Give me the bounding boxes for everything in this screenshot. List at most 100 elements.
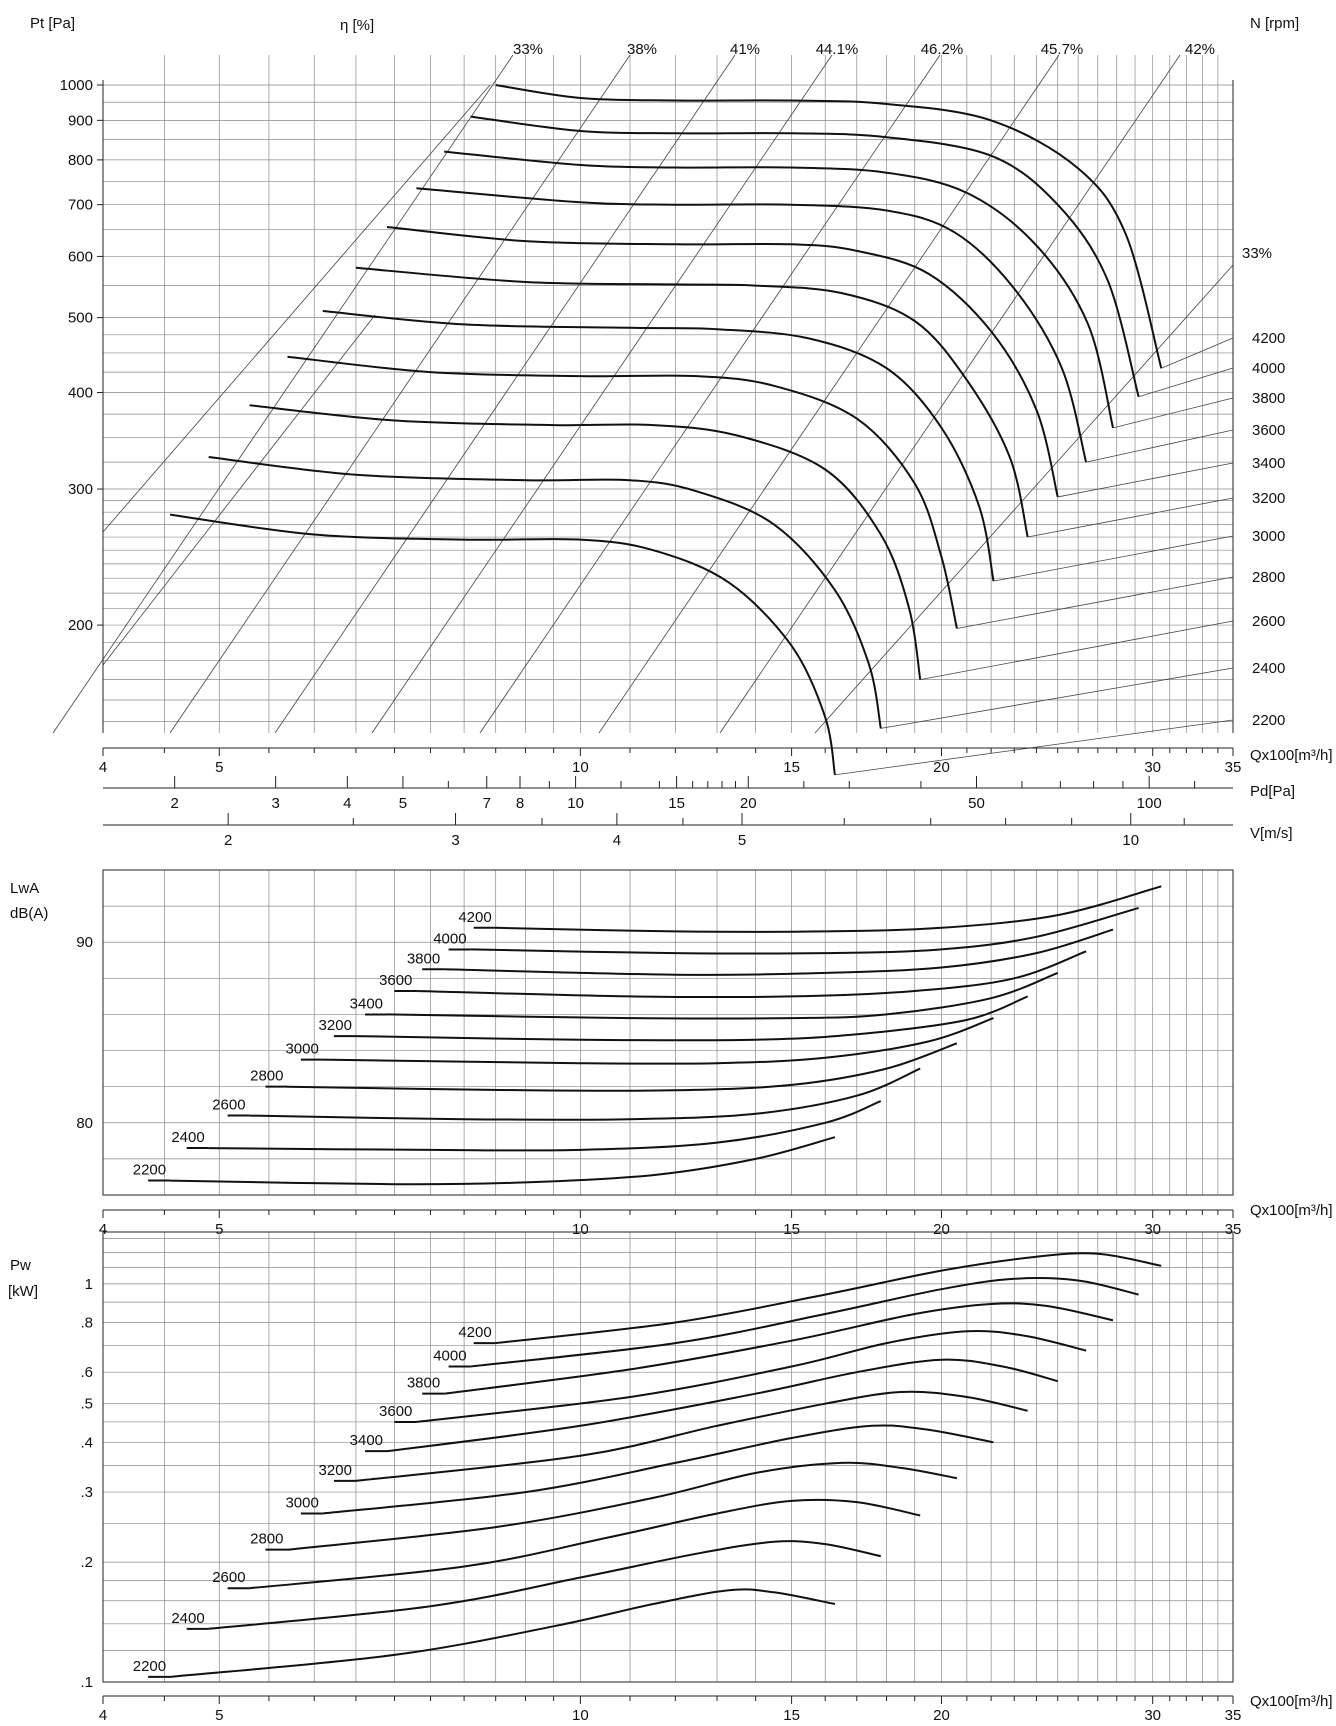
flow1-x-tick-label: 15: [783, 759, 800, 776]
flow3-x-tick-label: 20: [933, 1707, 950, 1724]
noise-curve: [416, 950, 1087, 999]
noise-curve: [208, 1100, 882, 1152]
flow2-x-tick-label: 4: [99, 1221, 107, 1238]
power-rpm-label: 2200: [133, 1658, 166, 1675]
flow1-x-tick-label: 4: [99, 759, 107, 776]
pd-tick-label: 7: [483, 795, 491, 812]
flow-axis-label-3: Qx100[m³/h]: [1250, 1693, 1333, 1710]
rpm-label: 3600: [1252, 422, 1285, 439]
pressure-y-tick-label: 600: [68, 248, 93, 265]
rpm-leader-line: [920, 620, 1234, 681]
power-rpm-label: 2800: [250, 1531, 283, 1548]
rpm-label: 3800: [1252, 390, 1285, 407]
rpm-label: 2400: [1252, 660, 1285, 677]
flow-axis-label: Qx100[m³/h]: [1250, 747, 1333, 764]
rpm-label: 4200: [1252, 330, 1285, 347]
rpm-leader-line: [1086, 429, 1234, 463]
pressure-curve: [208, 456, 882, 729]
noise-rpm-label: 4000: [433, 930, 466, 947]
rpm-label: 2600: [1252, 613, 1285, 630]
flow1-x-tick-label: 30: [1144, 759, 1161, 776]
pressure-y-tick-label: 300: [68, 481, 93, 498]
pressure-curve: [386, 226, 1059, 498]
power-curve: [322, 1424, 994, 1515]
power-ylabel: Pw: [10, 1257, 31, 1274]
power-rpm-label: 2400: [171, 1610, 204, 1627]
pressure-y-tick-label: 500: [68, 310, 93, 327]
noise-rpm-label: 4200: [458, 909, 491, 926]
pressure-y-tick-label: 700: [68, 197, 93, 214]
noise-curve: [249, 1067, 921, 1121]
pd-tick-label: 2: [170, 795, 178, 812]
noise-curve: [495, 885, 1162, 933]
velocity-tick-label: 3: [451, 832, 459, 849]
noise-ylabel-unit: dB(A): [10, 905, 48, 922]
efficiency-line: [371, 54, 833, 734]
noise-rpm-label: 3800: [407, 950, 440, 967]
power-curve: [287, 1461, 958, 1551]
velocity-axis-label: V[m/s]: [1250, 825, 1293, 842]
pd-tick-label: 5: [399, 795, 407, 812]
power-frame: [102, 1231, 1234, 1683]
efficiency-line: [169, 54, 631, 734]
power-y-tick-label: .5: [80, 1396, 93, 1413]
efficiency-line: [52, 54, 514, 734]
rpm-leader-line: [1161, 337, 1234, 369]
power-curve: [470, 1276, 1139, 1368]
flow3-x-tick-label: 10: [572, 1707, 589, 1724]
pressure-y-tick-label: 1000: [60, 77, 93, 94]
pressure-curve: [355, 266, 1029, 538]
efficiency-label: 33%: [513, 41, 543, 58]
noise-ylabel: LwA: [10, 880, 39, 897]
rpm-axis-label: N [rpm]: [1250, 15, 1299, 32]
flow2-x-tick-label: 20: [933, 1221, 950, 1238]
power-curve: [208, 1540, 882, 1630]
pd-tick-label: 4: [343, 795, 351, 812]
velocity-axis: 2 3 4 5 10 V[m/s]: [103, 813, 1293, 849]
pd-tick-label: 20: [740, 795, 757, 812]
flow2-x-tick-label: 35: [1225, 1221, 1242, 1238]
pressure-curve: [444, 150, 1114, 429]
power-curve: [386, 1358, 1058, 1453]
velocity-tick-label: 5: [738, 832, 746, 849]
noise-y-tick-label: 80: [76, 1115, 93, 1132]
noise-rpm-label: 2800: [250, 1068, 283, 1085]
noise-rpm-label: 2400: [171, 1129, 204, 1146]
flow3-x-tick-label: 15: [783, 1707, 800, 1724]
rpm-leader-line: [1112, 397, 1234, 429]
flow3-x-tick-label: 35: [1225, 1707, 1242, 1724]
pd-axis-label: Pd[Pa]: [1250, 783, 1295, 800]
power-rpm-label: 3600: [379, 1403, 412, 1420]
efficiency-label: 41%: [730, 41, 760, 58]
noise-panel: 80 90 LwA dB(A) 4200 4000 3800 3600 3400 32003000…: [10, 869, 1333, 1238]
efficiency-line: [274, 54, 736, 734]
pressure-curve: [416, 187, 1088, 463]
power-curve: [249, 1498, 921, 1590]
flow2-x-tick-label: 5: [215, 1221, 223, 1238]
power-ylabel-unit: [kW]: [8, 1283, 38, 1300]
velocity-tick-label: 2: [224, 832, 232, 849]
rpm-leader-line: [956, 576, 1234, 629]
pressure-ylabel: Pt [Pa]: [30, 15, 75, 32]
pd-tick-label: 100: [1137, 795, 1162, 812]
flow3-x-tick-label: 30: [1144, 1707, 1161, 1724]
noise-frame: [102, 869, 1234, 1196]
pd-tick-label: 50: [968, 795, 985, 812]
pressure-y-tick-label: 800: [68, 152, 93, 169]
power-curve: [355, 1390, 1028, 1482]
pd-tick-label: 10: [567, 795, 584, 812]
pressure-curve: [249, 404, 922, 680]
noise-curve: [355, 995, 1029, 1042]
noise-rpm-label: 3000: [285, 1041, 318, 1058]
pd-tick-label: 3: [271, 795, 279, 812]
efficiency-label: 33%: [1242, 245, 1272, 262]
efficiency-line: [719, 54, 1181, 734]
pd-axis: 2 3 4 5 7 8 10 15 20 50 100 Pd[Pa]: [103, 776, 1295, 812]
rpm-leader-line: [1027, 497, 1234, 538]
pressure-y-tick-label: 200: [68, 617, 93, 634]
power-rpm-label: 4200: [458, 1324, 491, 1341]
flow3-x-tick-label: 5: [215, 1707, 223, 1724]
noise-rpm-label: 3200: [319, 1017, 352, 1034]
rpm-label: 2200: [1252, 712, 1285, 729]
pressure-curve: [169, 513, 836, 775]
